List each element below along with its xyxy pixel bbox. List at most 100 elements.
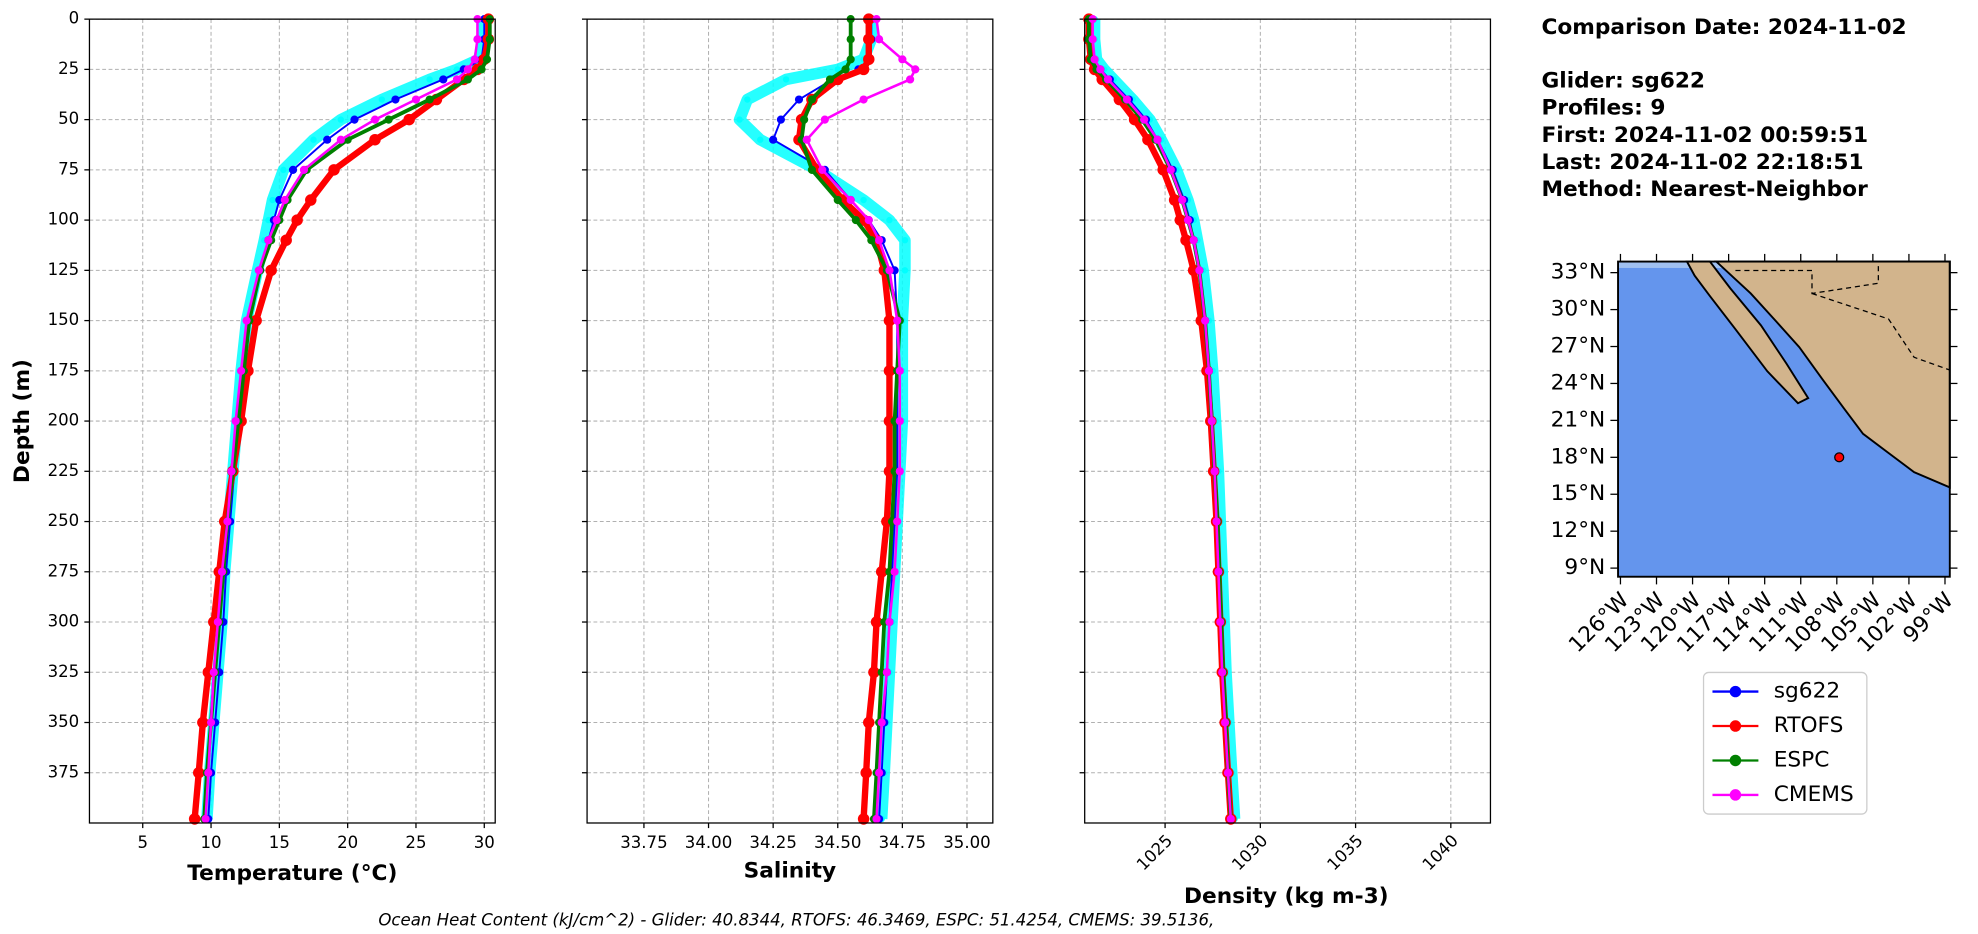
x-tick-label: 34.25 [749,833,796,852]
point [911,65,920,74]
point [846,35,855,44]
x-tick-label: 35.00 [943,833,990,852]
point [384,115,393,124]
point [403,113,415,126]
point [846,195,855,205]
legend-marker [1729,685,1742,698]
point [860,767,872,779]
point [1178,195,1187,205]
point [820,115,829,124]
point [439,75,448,84]
point [863,33,875,45]
profile-point [757,136,764,143]
panel: 1025 1030 1035 1040 [1079,13,1492,874]
point [870,616,883,628]
x-axis-title: Density (kg m-3) [1184,884,1389,909]
point [369,133,381,146]
point [204,768,213,777]
x-tick-label: 34.00 [685,833,732,852]
y-tick-label: 275 [48,561,80,580]
point [291,214,303,226]
y-tick-label: 225 [48,461,80,480]
point [193,767,205,779]
point [231,416,240,426]
point [1201,316,1210,325]
y-tick-label: 100 [48,210,80,229]
point [875,35,884,44]
point [794,95,804,104]
y-axis-title: Depth (m) [10,359,35,483]
y-tick-label: 350 [48,712,80,731]
point [893,517,902,526]
point [425,95,434,104]
point [463,65,472,74]
point [846,55,855,64]
point [477,65,486,74]
legend-marker [1729,720,1742,732]
y-tick-label: 325 [48,662,80,681]
point [882,668,891,677]
x-tick-label: 5 [137,833,148,852]
point [825,75,835,84]
point [807,95,817,104]
profile-point [901,267,909,274]
y-tick-label: 75 [58,159,79,178]
point [299,165,309,174]
profile-point [886,216,893,224]
point [1210,467,1219,476]
point [1180,234,1192,246]
info-line: Last: 2024-11-02 22:18:51 [1541,150,1863,175]
point [227,467,236,476]
point [868,666,880,679]
point [1142,133,1154,146]
series-line [795,19,893,820]
legend-label: CMEMS [1774,782,1854,807]
point [1189,236,1198,245]
point [1174,214,1187,226]
point [863,716,875,729]
point [1122,95,1132,104]
y-tick-label: 175 [48,360,80,379]
panel: 33.75 34.00 34.25 34.50 34.75 35.00 [581,13,994,852]
point [254,266,263,275]
point [818,165,827,174]
profile-point [378,96,386,103]
point [336,135,345,144]
border [1735,261,1951,371]
point [223,517,232,526]
plot-frame [1084,18,1492,824]
point [851,216,860,225]
point [250,314,262,327]
point [391,95,400,104]
point [802,135,811,144]
point [288,165,298,174]
y-tick-label: 125 [48,260,80,279]
caption: Ocean Heat Content (kJ/cm^2) - Glider: 4… [378,911,1214,930]
point [898,55,907,64]
y-tick-label: 0 [69,9,80,28]
x-tick-label: 25 [405,833,426,852]
point [280,195,289,205]
point [890,567,899,576]
point [1140,115,1149,124]
lat-label: 12°N [1551,518,1606,543]
profile-point [426,76,433,83]
lat-label: 24°N [1551,370,1606,395]
point [201,814,210,824]
x-tick-label: 30 [474,833,495,852]
point [242,316,251,325]
info-line: Comparison Date: 2024-11-02 [1541,15,1906,40]
y-tick-label: 25 [58,59,79,78]
point [452,75,462,84]
point [800,115,809,124]
info-line: Glider: sg622 [1541,69,1705,94]
plot-frame [88,18,496,824]
point [776,115,785,124]
point [217,567,227,576]
info-line: First: 2024-11-02 00:59:51 [1541,123,1868,148]
profile-point [736,116,743,123]
lat-label: 30°N [1551,297,1606,322]
point [864,216,873,225]
